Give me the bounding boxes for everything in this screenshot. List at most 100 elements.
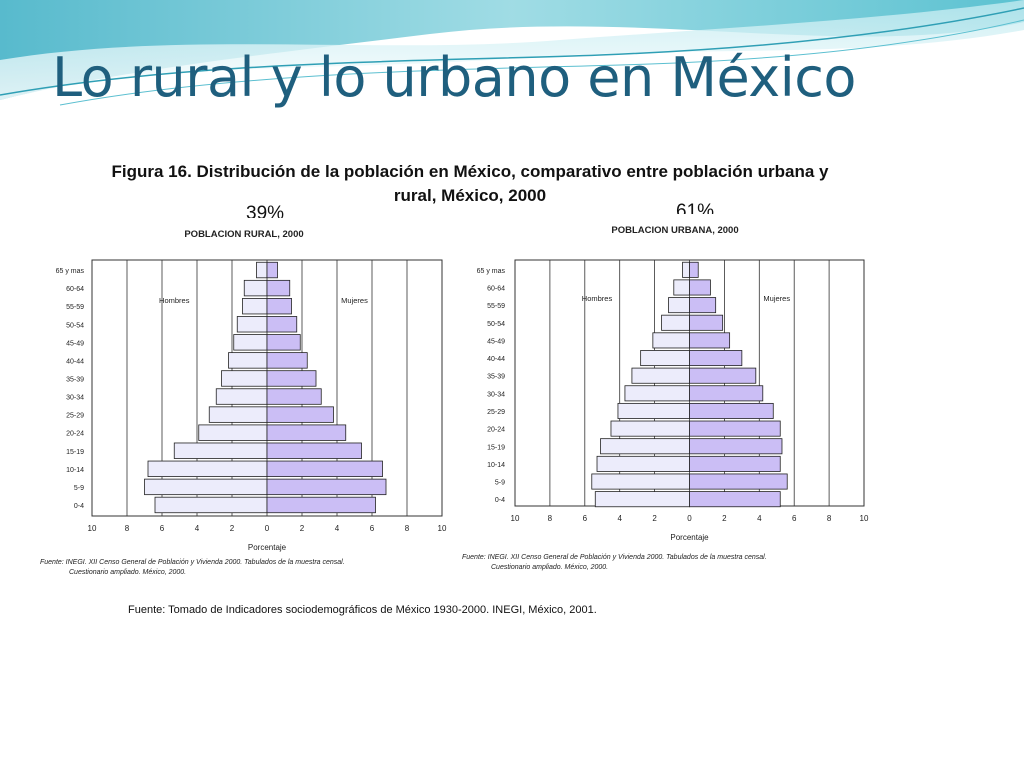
rural-bar-mujeres (266, 279, 291, 297)
rural-bar-hombres (215, 388, 268, 405)
rural-x-tick-label: 2 (300, 524, 305, 533)
rural-category-label: 20-24 (66, 431, 84, 438)
urban-category-label: 30-34 (487, 391, 505, 398)
rural-category-label: 25-29 (66, 413, 84, 420)
urban-bar-mujeres (689, 455, 781, 472)
rural-bar-mujeres (266, 442, 362, 459)
urban-source-line: Cuestionario ampliado. México, 2000. (491, 564, 608, 571)
rural-chart-title: POBLACION RURAL, 2000 (184, 229, 303, 240)
rural-x-tick-label: 6 (160, 524, 165, 533)
rural-source-line: Cuestionario ampliado. México, 2000. (69, 569, 186, 576)
urban-bar-mujeres (689, 297, 717, 314)
rural-category-label: 65 y mas (56, 268, 85, 275)
urban-bar-hombres (640, 350, 690, 367)
urban-bar-mujeres (689, 420, 781, 437)
urban-x-tick-label: 4 (757, 514, 762, 523)
rural-bar-mujeres (266, 406, 334, 423)
urban-x-tick-label: 10 (860, 514, 869, 523)
rural-mujeres-label: Mujeres (341, 296, 368, 305)
rural-x-tick-label: 2 (230, 524, 235, 533)
urban-bar-hombres (673, 279, 690, 296)
rural-x-tick-label: 6 (370, 524, 375, 533)
rural-bar-mujeres (266, 460, 383, 477)
urban-bar-hombres (652, 332, 690, 349)
rural-bar-hombres (243, 279, 268, 297)
rural-category-label: 45-49 (66, 340, 84, 347)
rural-category-label: 30-34 (66, 395, 84, 402)
urban-bar-mujeres (689, 473, 788, 490)
figure-title: Figura 16. Distribución de la población … (111, 162, 829, 205)
rural-bar-hombres (233, 334, 268, 351)
urban-category-label: 35-39 (487, 374, 505, 381)
rural-category-label: 5-9 (74, 485, 84, 492)
rural-bar-hombres (242, 298, 268, 315)
urban-x-tick-label: 0 (687, 514, 692, 523)
urban-bar-hombres (668, 297, 690, 314)
urban-bar-hombres (617, 402, 690, 419)
urban-bar-hombres (661, 314, 690, 331)
urban-category-label: 65 y mas (477, 268, 506, 275)
rural-x-axis-label: Porcentaje (248, 543, 287, 552)
rural-bar-mujeres (266, 261, 278, 279)
rural-bar-hombres (144, 478, 268, 496)
rural-bar-hombres (173, 442, 268, 459)
urban-bar-mujeres (689, 261, 699, 278)
urban-x-tick-label: 2 (722, 514, 727, 523)
urban-bar-hombres (631, 367, 690, 384)
urban-bar-mujeres (689, 385, 764, 402)
header-waves (0, 0, 1024, 106)
urban-bar-mujeres (689, 367, 757, 384)
urban-x-tick-label: 6 (792, 514, 797, 523)
urban-mujeres-label: Mujeres (763, 294, 790, 303)
rural-bar-mujeres (266, 316, 298, 333)
rural-x-tick-label: 4 (335, 524, 340, 533)
rural-bar-hombres (236, 316, 268, 333)
rural-x-tick-label: 0 (265, 524, 270, 533)
urban-pyramid-chart: POBLACION URBANA, 2000 10 8 6 4 2 0 2 4 6 8 10 Porce… (452, 214, 916, 590)
rural-x-tick-label: 4 (195, 524, 200, 533)
urban-bar-hombres (596, 455, 690, 472)
rural-bar-hombres (221, 370, 268, 387)
rural-bar-mujeres (266, 496, 376, 514)
rural-bar-hombres (154, 496, 268, 514)
urban-x-tick-label: 8 (827, 514, 832, 523)
urban-bar-hombres (610, 420, 690, 437)
urban-category-label: 10-14 (487, 462, 505, 469)
urban-bar-hombres (624, 385, 690, 402)
rural-x-tick-label: 10 (88, 524, 97, 533)
urban-category-label: 60-64 (487, 285, 505, 292)
urban-category-label: 20-24 (487, 427, 505, 434)
urban-bar-mujeres (689, 279, 711, 296)
urban-category-label: 55-59 (487, 303, 505, 310)
urban-bar-mujeres (689, 438, 783, 455)
urban-x-tick-label: 6 (583, 514, 588, 523)
urban-bar-hombres (591, 473, 690, 490)
rural-bar-hombres (208, 406, 268, 423)
rural-bar-hombres (256, 261, 268, 279)
urban-bar-mujeres (689, 314, 724, 331)
rural-x-tick-label: 10 (438, 524, 447, 533)
urban-hombres-label: Hombres (582, 294, 613, 303)
urban-x-tick-label: 4 (617, 514, 622, 523)
urban-x-tick-label: 10 (511, 514, 520, 523)
rural-category-label: 60-64 (66, 286, 84, 293)
urban-category-label: 50-54 (487, 321, 505, 328)
slide-title: Lo rural y lo urbano en México (52, 46, 856, 109)
rural-category-label: 15-19 (66, 449, 84, 456)
urban-chart-title: POBLACION URBANA, 2000 (611, 225, 738, 236)
rural-category-label: 55-59 (66, 304, 84, 311)
rural-bar-mujeres (266, 424, 347, 441)
urban-category-label: 25-29 (487, 409, 505, 416)
urban-category-label: 40-44 (487, 356, 505, 363)
rural-category-label: 10-14 (66, 467, 84, 474)
rural-x-tick-label: 8 (405, 524, 410, 533)
rural-bar-mujeres (266, 370, 317, 387)
rural-bar-hombres (198, 424, 268, 441)
urban-category-label: 5-9 (495, 480, 505, 487)
rural-bar-mujeres (266, 388, 322, 405)
rural-category-label: 50-54 (66, 322, 84, 329)
urban-source-line: Fuente: INEGI. XII Censo General de Pobl… (462, 554, 767, 561)
rural-hombres-label: Hombres (159, 296, 190, 305)
urban-bar-mujeres (689, 491, 781, 508)
rural-bar-mujeres (266, 334, 301, 351)
